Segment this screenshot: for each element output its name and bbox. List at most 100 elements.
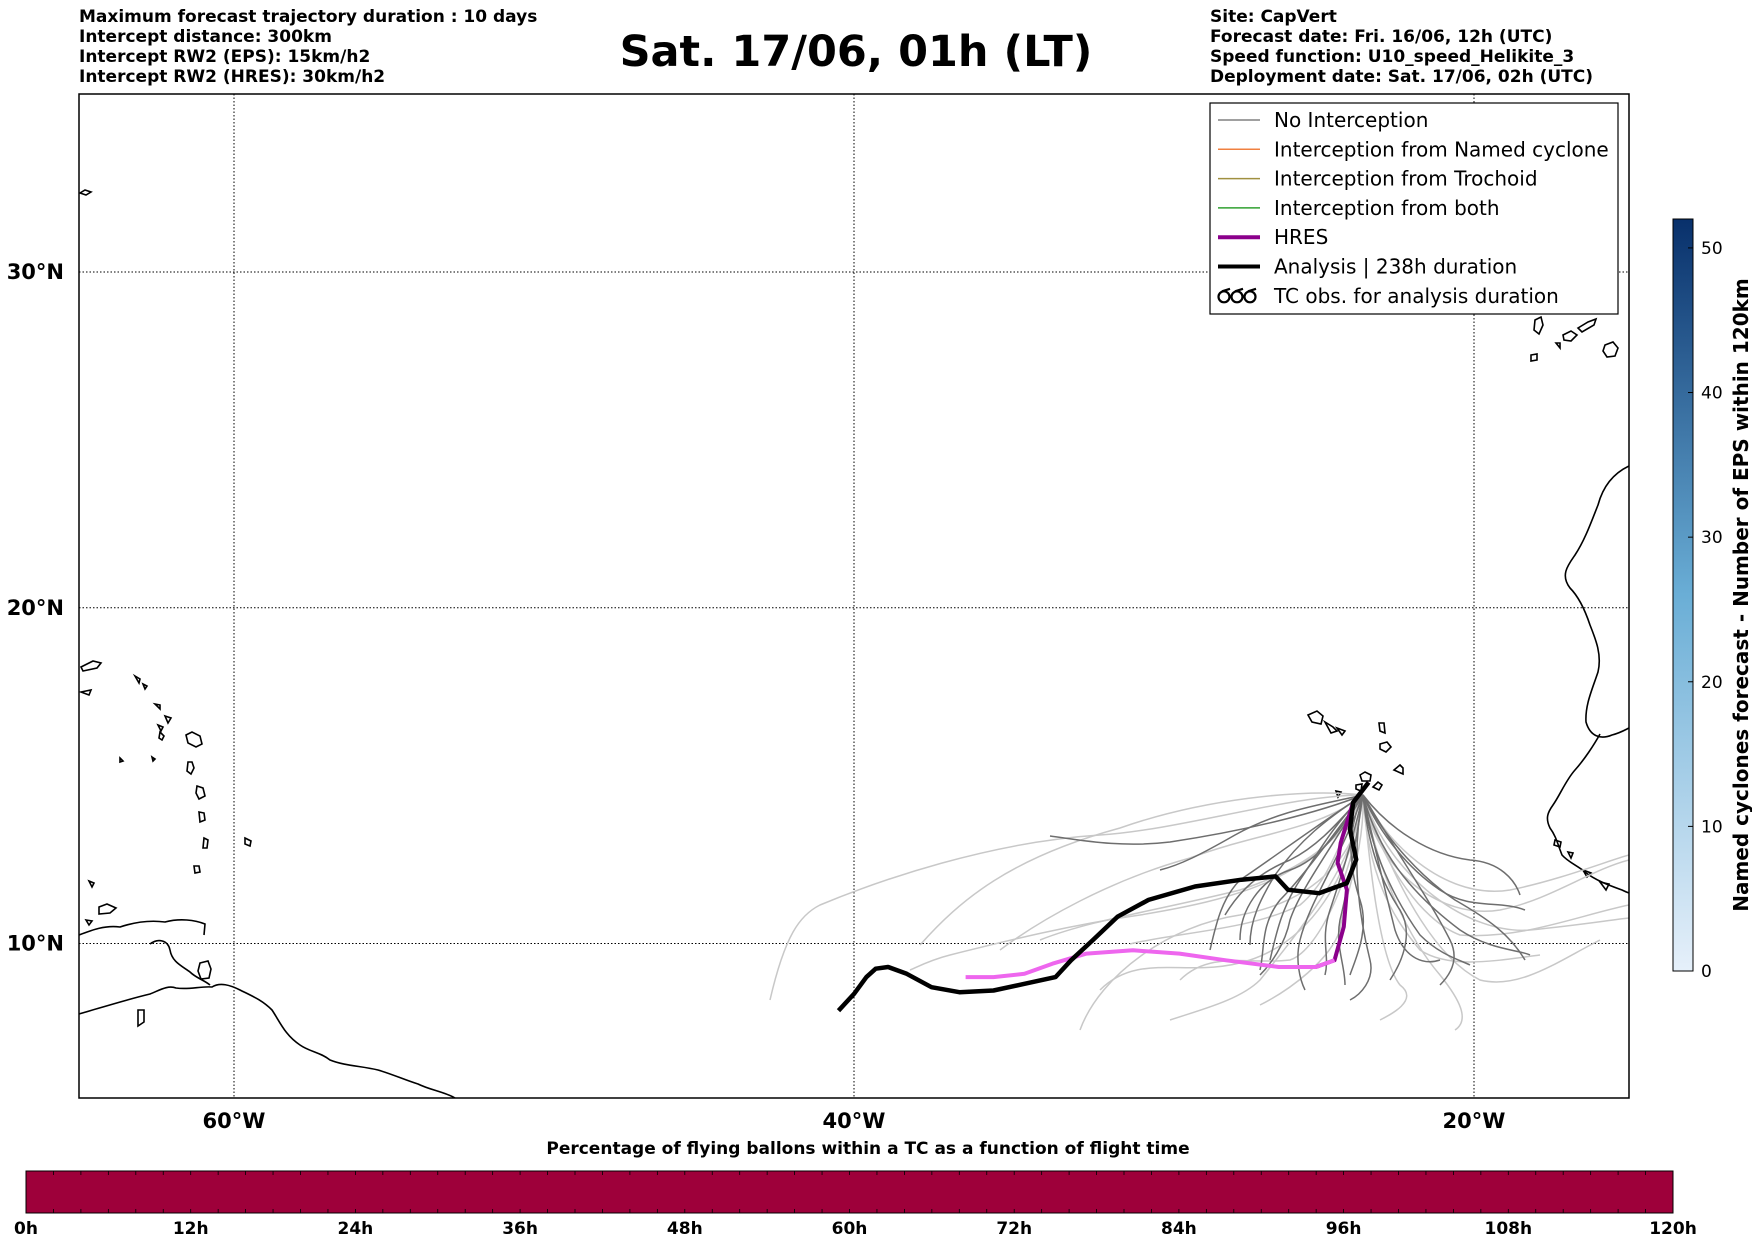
header-line: Maximum forecast trajectory duration : 1… [79, 7, 538, 27]
trajectory-line [769, 794, 1364, 1001]
legend-items: No Interception Interception from Named c… [1217, 108, 1609, 308]
map-grid [79, 94, 1629, 1098]
colorbar-tick-label: 40 [1701, 384, 1723, 404]
island-canary [1576, 317, 1598, 334]
time-bar-tick-label: 0h [14, 1219, 38, 1239]
trajectory-line [1362, 794, 1521, 896]
trajectory-line [1362, 794, 1441, 963]
trajectory-line [1049, 794, 1364, 845]
island-caribbean [79, 660, 103, 672]
lon-label: 40°W [823, 1109, 886, 1133]
time-bar-ticks: 0h 12h 24h 36h 48h 60h 72h 84h 96h 108h 120h [14, 1171, 1697, 1239]
trajectory-line [1297, 794, 1364, 991]
trajectory-line [1179, 794, 1364, 981]
map-panel: 30°N 20°N 10°N 60°W 40°W 20°W No Interceptio… [7, 93, 1630, 1133]
time-bar-tick-label: 12h [173, 1219, 209, 1239]
trajectory-line [919, 792, 1364, 946]
island-cape-verde [1306, 710, 1324, 725]
island-caribbean [132, 673, 173, 733]
legend-label: No Interception [1274, 108, 1428, 132]
trajectory-line [1349, 794, 1372, 1001]
coast-west-africa [1564, 465, 1629, 738]
lat-label: 30°N [7, 260, 64, 284]
colorbar-tick-label: 50 [1701, 239, 1723, 259]
island-caribbean [185, 731, 203, 748]
trajectory-line [1209, 794, 1364, 951]
colorbar-tick-label: 0 [1701, 962, 1712, 982]
colorbar-tick-label: 30 [1701, 528, 1723, 548]
island-canary [1562, 330, 1579, 342]
trajectory-line [1362, 794, 1526, 911]
lon-label: 20°W [1443, 1109, 1506, 1133]
trajectory-line [1039, 794, 1364, 941]
island-cape-verde [1359, 771, 1384, 792]
colorbar-ticks: 0 10 20 30 40 50 [1688, 239, 1723, 982]
hres-track-late-segment [965, 948, 1336, 980]
time-bar-tick-label: 96h [1326, 1219, 1362, 1239]
coast-paraguana [149, 939, 211, 986]
time-bar-tick-label: 120h [1649, 1219, 1697, 1239]
trajectory-line [1362, 794, 1531, 956]
trajectory-line [1259, 794, 1364, 971]
island-caribbean [119, 730, 165, 764]
island-caribbean [244, 836, 252, 848]
analysis-track [836, 781, 1371, 1013]
legend-label: Interception from Trochoid [1274, 167, 1538, 191]
colorbar-gradient [1672, 218, 1694, 972]
island-cape-verde [1392, 763, 1404, 776]
lat-label: 10°N [7, 932, 64, 956]
trajectory-line [1259, 794, 1364, 976]
trajectory-line [1224, 794, 1364, 916]
time-bar-tick-label: 60h [832, 1219, 868, 1239]
island-caribbean [79, 189, 93, 196]
legend-label: Analysis | 238h duration [1274, 255, 1517, 279]
ensemble-trajectories [769, 792, 1629, 1031]
time-bar-tick-label: 108h [1485, 1219, 1533, 1239]
legend-label: Interception from both [1274, 196, 1500, 220]
island-caribbean [84, 879, 118, 927]
time-bar-tick-label: 48h [667, 1219, 703, 1239]
island-caribbean [195, 784, 206, 801]
header-line: Intercept RW2 (EPS): 15km/h2 [79, 47, 371, 67]
trajectory-line [1362, 794, 1408, 981]
lat-label: 20°N [7, 596, 64, 620]
trajectories-dark [1049, 794, 1531, 1001]
colorbar: 0 10 20 30 40 50 Named cyclones forecast - Nu… [1672, 218, 1752, 982]
trajectory-line [1362, 794, 1629, 931]
trajectory-line [1362, 794, 1541, 963]
trajectory-line [1159, 794, 1364, 871]
trajectory-line [1362, 794, 1601, 983]
header-line: Deployment date: Sat. 17/06, 02h (UTC) [1210, 67, 1594, 87]
legend-box [1209, 102, 1619, 315]
island-caribbean [79, 688, 93, 697]
island-cape-verde [1322, 719, 1339, 734]
latitude-labels: 30°N 20°N 10°N [7, 260, 64, 956]
main-tracks [836, 781, 1371, 1013]
header-line: Speed function: U10_speed_Helikite_3 [1210, 47, 1575, 67]
island-caribbean [137, 1009, 145, 1028]
time-bar-tick-label: 72h [996, 1219, 1032, 1239]
island-trinidad [197, 960, 212, 980]
time-bar-fill [25, 1170, 1674, 1214]
island-canary [1602, 341, 1619, 358]
trajectory-line [1349, 794, 1365, 976]
header-line: Intercept RW2 (HRES): 30km/h2 [79, 67, 386, 87]
island-caribbean [202, 836, 209, 849]
coast-venezuela-north [79, 919, 206, 936]
trajectory-line [1259, 794, 1364, 1006]
trajectory-line [1362, 794, 1408, 1021]
time-bar: Percentage of flying ballons within a TC… [14, 1139, 1697, 1239]
time-bar-tick-label: 24h [338, 1219, 374, 1239]
island-caribbean [198, 811, 206, 824]
island-caribbean [193, 865, 201, 874]
trajectory-line [1362, 794, 1526, 961]
trajectory-line [1362, 794, 1629, 892]
coast-south-america [79, 983, 456, 1098]
island-cape-verde [1334, 726, 1347, 737]
colorbar-tick-label: 20 [1701, 673, 1723, 693]
island-canary [1533, 315, 1544, 336]
header-info-right: Site: CapVert Forecast date: Fri. 16/06,… [1210, 7, 1593, 87]
time-bar-tick-label: 36h [502, 1219, 538, 1239]
time-bar-tick-label: 84h [1161, 1219, 1197, 1239]
